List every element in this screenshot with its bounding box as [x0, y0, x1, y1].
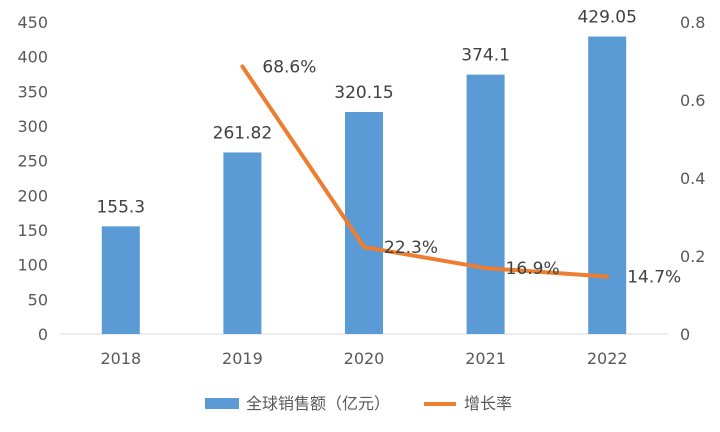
bar-data-label: 374.1 [461, 46, 510, 66]
line-data-labels: 68.6% 22.3% 16.9% 14.7% [262, 57, 681, 287]
left-tick-label: 0 [38, 325, 48, 344]
x-tick-label: 2021 [465, 349, 506, 368]
bar-data-label: 429.05 [577, 8, 636, 28]
left-axis: 0 50 100 150 200 250 300 350 400 450 [17, 13, 48, 344]
bar [101, 226, 140, 334]
bar [223, 152, 262, 334]
bar [588, 36, 627, 335]
line-data-label: 16.9% [506, 259, 560, 279]
x-axis: 2018 2019 2020 2021 2022 [100, 349, 627, 368]
line-series [240, 64, 610, 279]
left-tick-label: 200 [17, 186, 48, 205]
left-tick-label: 50 [28, 290, 48, 309]
bar-series [101, 36, 627, 335]
left-tick-label: 250 [17, 152, 48, 171]
x-tick-label: 2022 [587, 349, 628, 368]
left-tick-label: 150 [17, 221, 48, 240]
x-tick-label: 2019 [222, 349, 263, 368]
legend-label-line: 增长率 [464, 394, 512, 413]
right-axis: 0 0.2 0.4 0.6 0.8 [680, 13, 705, 344]
bar-data-label: 320.15 [334, 83, 393, 103]
right-tick-label: 0 [680, 325, 690, 344]
left-tick-label: 400 [17, 48, 48, 67]
growth-line [240, 64, 610, 279]
bar [345, 112, 383, 335]
left-tick-label: 350 [17, 82, 48, 101]
left-tick-label: 450 [17, 13, 48, 32]
bar-data-label: 155.3 [96, 197, 145, 217]
x-tick-label: 2018 [100, 349, 141, 368]
bar [466, 74, 505, 335]
left-tick-label: 100 [17, 256, 48, 275]
legend-swatch-bar [205, 398, 239, 409]
right-tick-label: 0.6 [680, 91, 705, 110]
right-tick-label: 0.8 [680, 13, 705, 32]
bar-data-label: 261.82 [213, 123, 272, 143]
left-tick-label: 300 [17, 117, 48, 136]
right-tick-label: 0.2 [680, 247, 705, 266]
line-data-label: 22.3% [384, 238, 438, 258]
legend-label-bar: 全球销售额（亿元） [246, 394, 390, 413]
line-data-label: 68.6% [262, 57, 316, 77]
right-tick-label: 0.4 [680, 169, 705, 188]
bar-data-labels: 155.3 261.82 320.15 374.1 429.05 [96, 8, 636, 218]
line-data-label: 14.7% [627, 268, 681, 288]
x-tick-label: 2020 [344, 349, 385, 368]
legend: 全球销售额（亿元） 增长率 [205, 394, 512, 413]
